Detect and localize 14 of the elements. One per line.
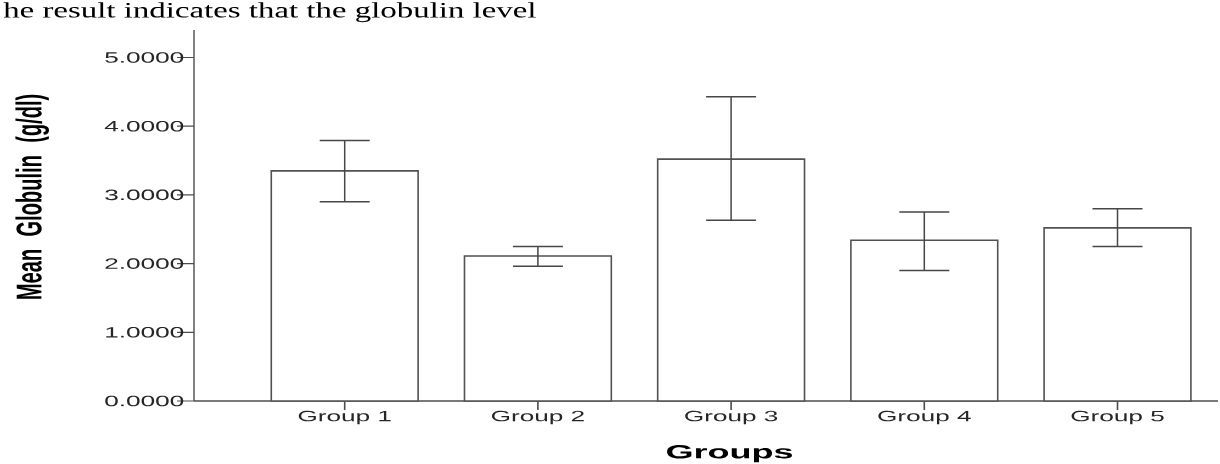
y-tick-label: 3.0000 xyxy=(105,189,184,201)
y-tick-label: 4.0000 xyxy=(104,120,184,132)
text: he result indicates that the globulin level xyxy=(3,2,536,23)
y-axis-title: Mean Globulin (g/dl) xyxy=(15,94,49,299)
x-tick-label: Group 4 xyxy=(878,410,971,425)
y-tick-label: 5.0000 xyxy=(105,52,184,63)
y-tick-label: 2.0000 xyxy=(105,258,184,269)
x-tick-label: Group 2 xyxy=(491,410,584,425)
y-tick-label: 0.0000 xyxy=(105,395,184,407)
x-tick-label: Group 5 xyxy=(1071,410,1164,425)
x-axis-title: Groups xyxy=(667,445,793,463)
x-tick-label: Group 1 xyxy=(298,410,391,425)
y-tick-label: 1.0000 xyxy=(106,327,184,338)
x-tick-label: Group 3 xyxy=(685,410,778,425)
